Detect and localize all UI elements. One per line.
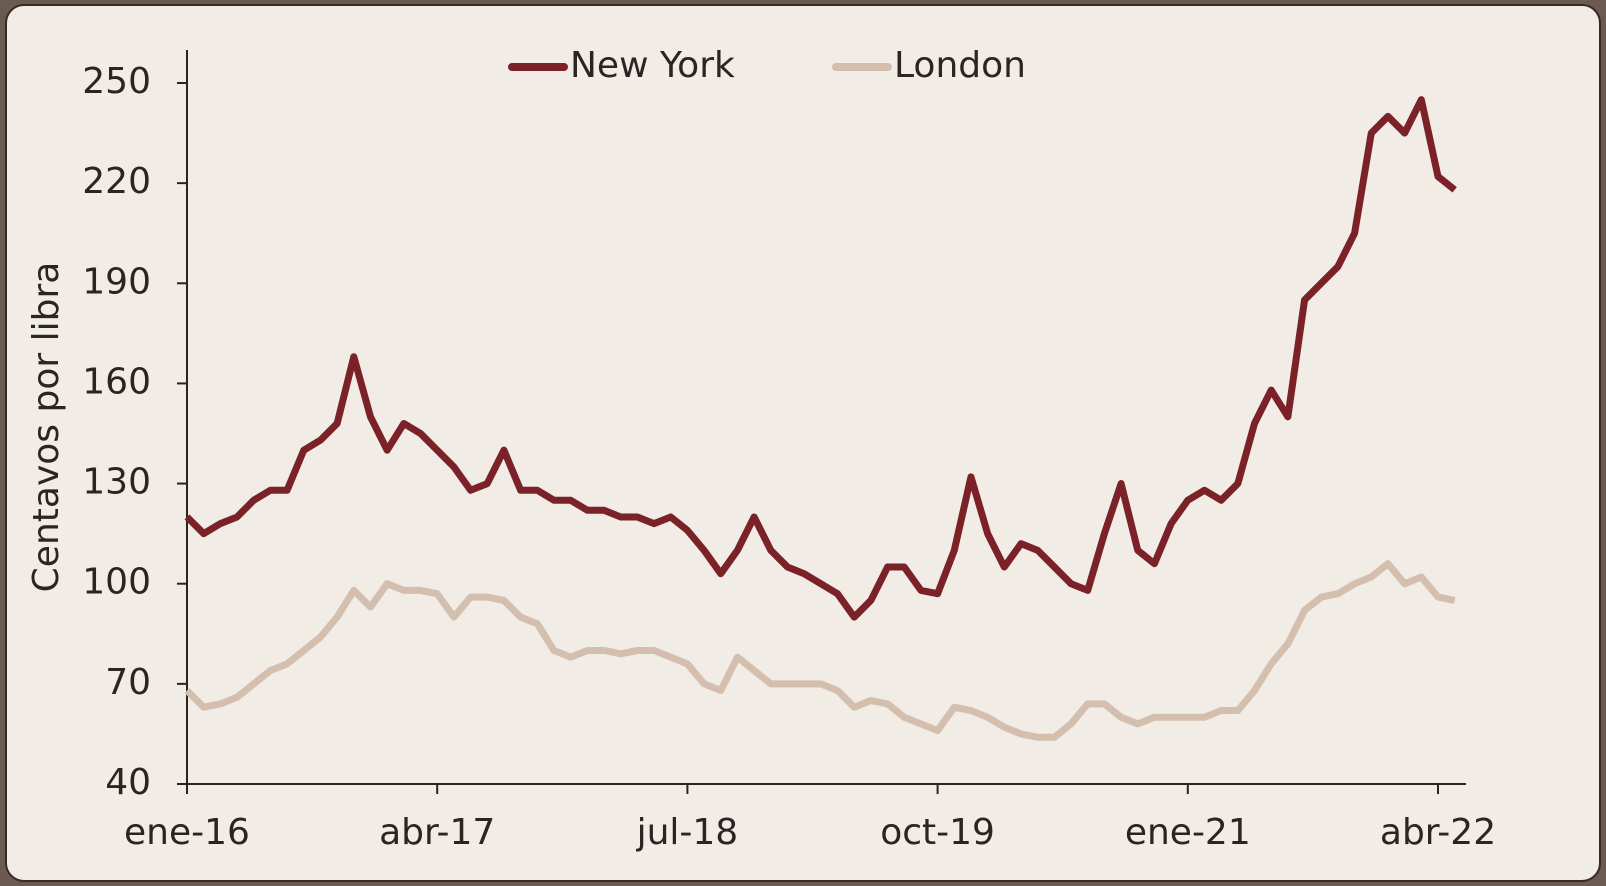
series-line — [184, 96, 1457, 621]
series-line — [184, 560, 1456, 741]
x-tick-label: ene-21 — [1125, 812, 1251, 853]
y-tick-label: 190 — [82, 261, 151, 302]
x-tick-label: ene-16 — [124, 812, 250, 853]
x-tick-label: oct-19 — [880, 812, 995, 853]
x-tick-label: jul-18 — [636, 812, 739, 853]
card — [5, 4, 1601, 882]
y-tick-label: 130 — [82, 462, 151, 503]
legend-label: New York — [570, 45, 735, 86]
x-tick-label: abr-17 — [379, 812, 495, 853]
y-tick-label: 70 — [105, 662, 151, 703]
legend-label: London — [894, 45, 1026, 86]
y-axis-label: Centavos por libra — [26, 262, 67, 593]
y-tick-label: 40 — [105, 762, 151, 803]
y-tick-label: 160 — [82, 361, 151, 402]
y-tick-label: 220 — [82, 161, 151, 202]
x-tick-label: abr-22 — [1380, 812, 1496, 853]
y-tick-label: 250 — [82, 61, 151, 102]
y-tick-label: 100 — [82, 562, 151, 603]
